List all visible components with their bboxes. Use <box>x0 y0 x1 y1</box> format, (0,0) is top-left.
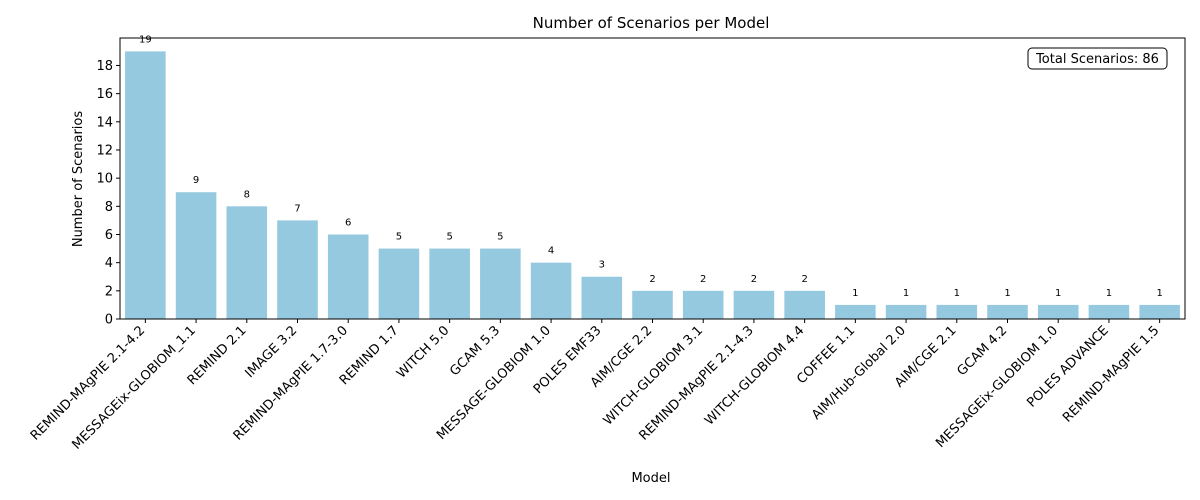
bar <box>226 206 268 319</box>
y-tick-label: 0 <box>105 313 113 328</box>
bar <box>784 290 825 319</box>
bar <box>480 248 521 319</box>
y-tick-label: 2 <box>105 284 113 299</box>
bar <box>1037 304 1079 319</box>
data-label: 8 <box>244 189 250 200</box>
y-tick-label: 10 <box>96 172 113 187</box>
data-label: 1 <box>1156 288 1162 299</box>
plot-area: 19 9 8 7 6 5 5 5 4 3 2 2 2 2 1 1 1 1 1 1 1 <box>119 34 1186 320</box>
y-tick-label: 14 <box>96 115 113 130</box>
data-label: 1 <box>1055 288 1061 299</box>
data-label: 1 <box>852 288 858 299</box>
data-label: 4 <box>548 246 554 257</box>
data-label: 1 <box>954 288 960 299</box>
data-label: 1 <box>1106 288 1112 299</box>
y-tick-label: 8 <box>105 200 113 215</box>
y-tick-label: 6 <box>105 228 113 243</box>
bar <box>378 248 420 319</box>
data-label: 2 <box>700 274 706 285</box>
data-label: 3 <box>599 260 605 271</box>
bar <box>1088 304 1130 319</box>
y-axis: 0 2 4 6 8 10 12 14 16 18 <box>96 59 120 328</box>
x-tick-label: WITCH-GLOBIOM 3.1 <box>601 323 706 428</box>
bar <box>885 304 927 319</box>
bar <box>835 304 876 319</box>
bar <box>277 220 318 319</box>
data-label: 6 <box>345 217 351 228</box>
data-label: 19 <box>139 34 152 45</box>
bar <box>936 304 978 319</box>
x-tick-label: WITCH-GLOBIOM 4.4 <box>702 323 807 428</box>
bar <box>1139 304 1180 319</box>
bar <box>530 262 572 319</box>
data-label: 9 <box>193 175 199 186</box>
bar <box>682 290 724 319</box>
data-label: 5 <box>396 232 402 243</box>
y-tick-label: 16 <box>96 87 113 102</box>
x-tick-label: REMIND-MAgPIE 1.5 <box>1060 323 1162 425</box>
data-label: 5 <box>497 232 503 243</box>
y-tick-label: 4 <box>105 256 113 271</box>
data-label: 1 <box>1004 288 1010 299</box>
bar <box>327 234 369 319</box>
y-tick-label: 12 <box>96 143 113 158</box>
total-scenarios-annotation: Total Scenarios: 86 <box>1027 47 1168 70</box>
bar <box>733 290 775 319</box>
bar <box>125 51 166 319</box>
data-label: 2 <box>801 274 807 285</box>
annotation-box <box>1027 47 1168 70</box>
x-axis-label: Model <box>631 471 670 486</box>
data-label: 2 <box>751 274 757 285</box>
bar <box>581 276 623 319</box>
bar <box>632 290 673 319</box>
bar <box>429 248 470 319</box>
x-tick-label: AIM/Hub-Global 2.0 <box>809 323 909 423</box>
x-tick-label: WITCH 5.0 <box>394 323 452 381</box>
data-label: 7 <box>294 203 300 214</box>
data-label: 1 <box>903 288 909 299</box>
bar <box>987 304 1028 319</box>
data-label: 5 <box>446 232 452 243</box>
y-axis-label: Number of Scenarios <box>71 111 86 248</box>
bar <box>175 192 217 319</box>
x-axis: REMIND-MAgPIE 2.1-4.2MESSAGEix-GLOBIOM_1… <box>28 319 1162 453</box>
chart-title: Number of Scenarios per Model <box>533 14 770 32</box>
y-tick-label: 18 <box>96 59 113 74</box>
annotation-text: Total Scenarios: 86 <box>1035 52 1159 67</box>
data-label: 2 <box>649 274 655 285</box>
